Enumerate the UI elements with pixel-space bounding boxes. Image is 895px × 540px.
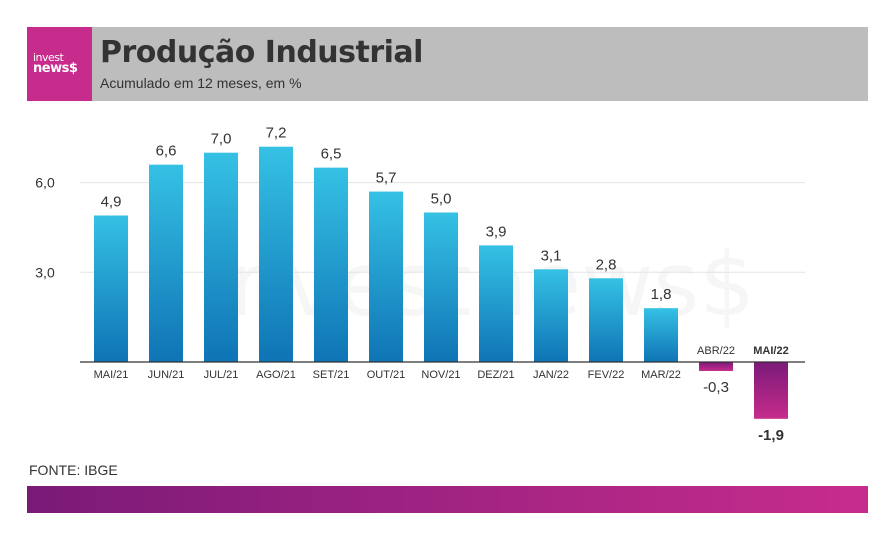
bar bbox=[149, 164, 183, 362]
data-label: 6,5 bbox=[321, 146, 342, 163]
x-tick-label: JAN/22 bbox=[533, 369, 569, 381]
x-tick-label: SET/21 bbox=[313, 369, 350, 381]
data-label: 7,0 bbox=[211, 131, 232, 148]
bar bbox=[644, 308, 678, 362]
bar bbox=[314, 167, 348, 362]
source-note: FONTE: IBGE bbox=[29, 462, 118, 478]
chart-subtitle: Acumulado em 12 meses, em % bbox=[100, 75, 302, 91]
bar bbox=[534, 269, 568, 362]
data-label: 3,9 bbox=[486, 223, 507, 240]
bar bbox=[369, 191, 403, 362]
y-tick-label: 6,0 bbox=[35, 175, 55, 191]
data-label: 6,6 bbox=[156, 143, 177, 160]
bar bbox=[754, 362, 788, 419]
data-label: -1,9 bbox=[758, 427, 784, 444]
x-tick-label: NOV/21 bbox=[421, 369, 460, 381]
investnews-logo: invest news$ bbox=[27, 27, 92, 101]
x-tick-label: JUN/21 bbox=[148, 369, 185, 381]
x-tick-label: AGO/21 bbox=[256, 369, 296, 381]
x-tick-label: DEZ/21 bbox=[477, 369, 514, 381]
data-label: 4,9 bbox=[101, 193, 122, 210]
x-tick-label: OUT/21 bbox=[367, 369, 406, 381]
data-label: 5,0 bbox=[431, 191, 452, 208]
header-banner: invest news$ Produção Industrial Acumula… bbox=[27, 27, 868, 101]
bar bbox=[94, 215, 128, 362]
chart-title: Produção Industrial bbox=[100, 35, 423, 70]
x-tick-label: FEV/22 bbox=[588, 369, 625, 381]
data-label: 2,8 bbox=[596, 256, 617, 273]
x-tick-label: MAI/22 bbox=[753, 345, 788, 357]
bar bbox=[259, 146, 293, 362]
logo-line-1: invest bbox=[33, 51, 64, 64]
logo-line-2: news$ bbox=[33, 61, 78, 76]
data-label: 1,8 bbox=[651, 286, 672, 303]
data-label: 3,1 bbox=[541, 247, 562, 264]
bar bbox=[204, 152, 238, 362]
data-label: 7,2 bbox=[266, 125, 287, 142]
x-tick-label: MAI/21 bbox=[94, 369, 129, 381]
bar bbox=[424, 212, 458, 362]
data-label: 5,7 bbox=[376, 170, 397, 187]
x-tick-label: MAR/22 bbox=[641, 369, 681, 381]
footer-gradient-bar bbox=[27, 486, 868, 513]
x-tick-label: ABR/22 bbox=[697, 345, 735, 357]
bar bbox=[589, 278, 623, 362]
bar bbox=[479, 245, 513, 362]
data-label: -0,3 bbox=[703, 379, 729, 396]
x-tick-label: JUL/21 bbox=[204, 369, 239, 381]
y-tick-label: 3,0 bbox=[35, 264, 55, 280]
bar bbox=[699, 362, 733, 371]
